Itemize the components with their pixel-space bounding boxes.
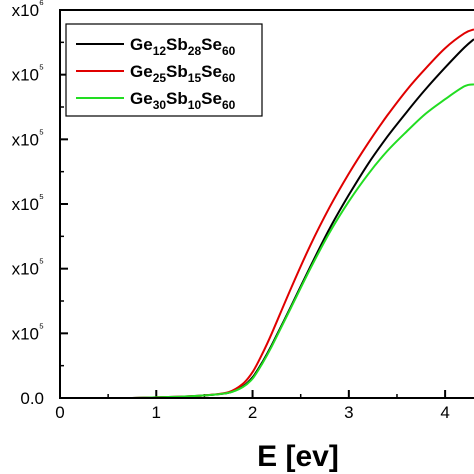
legend-text-part: Sb	[166, 62, 188, 81]
legend-text-part: Ge	[130, 35, 153, 54]
x-tick-label: 1	[152, 403, 161, 422]
y-tick-exponent: ⁵	[39, 191, 44, 205]
legend-label-2: Ge25Sb15Se60	[130, 62, 236, 85]
y-tick-exponent: ⁵	[39, 62, 44, 76]
legend-subscript: 12	[153, 44, 167, 58]
series-lines	[132, 28, 474, 399]
y-tick-label: x10⁵	[12, 320, 44, 343]
x-axis-label: E [ev]	[257, 440, 339, 473]
y-tick-label: x10⁵	[12, 191, 44, 214]
y-tick-exponent: ⁶	[39, 0, 44, 11]
legend-subscript: 15	[188, 71, 202, 85]
legend-subscript: 25	[153, 71, 167, 85]
legend-text-part: Sb	[166, 89, 188, 108]
y-tick-label: x10⁵	[12, 126, 44, 149]
x-tick-label: 4	[440, 403, 449, 422]
x-axis-ticks: 0 1 2 3 4	[55, 390, 450, 422]
legend-text-part: Sb	[166, 35, 188, 54]
legend-text-part: Se	[201, 62, 222, 81]
x-tick-label: 3	[344, 403, 353, 422]
y-tick-label: x10⁵	[12, 62, 44, 85]
y-tick-exponent: ⁵	[39, 320, 44, 334]
y-tick-label: x10⁶	[12, 0, 44, 20]
x-tick-label: 0	[55, 403, 64, 422]
x-tick-label: 2	[248, 403, 257, 422]
legend-text-part: Ge	[130, 62, 153, 81]
y-tick-exponent: ⁵	[39, 126, 44, 140]
y-tick-exponent: ⁵	[39, 256, 44, 270]
legend-text-part: Se	[201, 89, 222, 108]
y-axis-ticks: 0.0 x10⁵ x10⁵ x10⁵ x10⁵ x10⁵ x10⁶	[12, 0, 68, 408]
y-tick-label: x10⁵	[12, 256, 44, 279]
legend-text-part: Se	[201, 35, 222, 54]
legend-label-1: Ge12Sb28Se60	[130, 35, 236, 58]
legend-subscript: 10	[188, 98, 202, 112]
legend-subscript: 60	[222, 71, 236, 85]
legend-label-3: Ge30Sb10Se60	[130, 89, 236, 112]
legend-text-part: Ge	[130, 89, 153, 108]
y-tick-label: 0.0	[20, 389, 44, 408]
series-line-3	[132, 83, 474, 399]
plot-frame	[59, 9, 474, 399]
legend-subscript: 28	[188, 44, 202, 58]
legend-subscript: 60	[222, 44, 236, 58]
legend-subscript: 30	[153, 98, 167, 112]
legend-subscript: 60	[222, 98, 236, 112]
